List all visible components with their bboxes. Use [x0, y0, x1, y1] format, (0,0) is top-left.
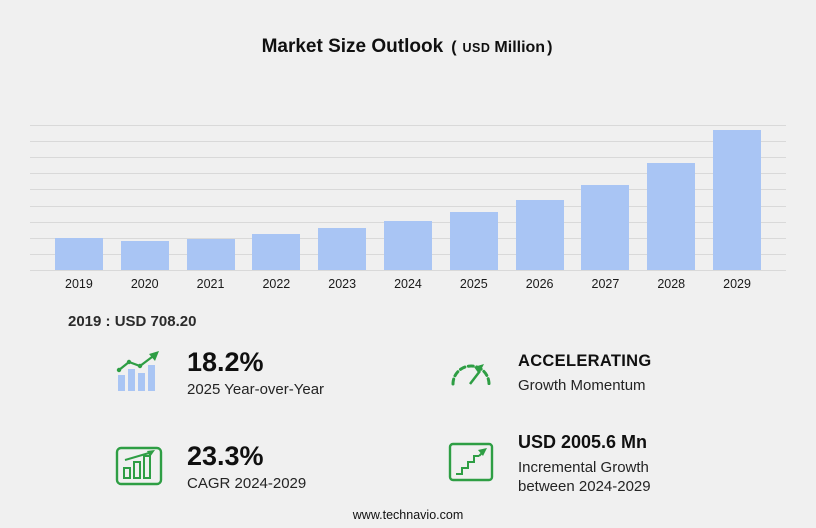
bar-2028 — [647, 163, 696, 270]
x-tick-2029: 2029 — [723, 277, 751, 291]
speedometer-icon — [448, 353, 494, 394]
x-tick-2020: 2020 — [130, 277, 159, 291]
bar-2019 — [54, 237, 103, 270]
x-axis-labels: 2019 2020 2021 2022 2023 2024 2025 2026 2027 2028… — [30, 277, 786, 291]
bar-series — [30, 125, 786, 270]
bar-2023 — [318, 227, 367, 270]
stat-momentum-text: ACCELERATING Growth Momentum — [518, 352, 651, 395]
gridline — [30, 157, 786, 159]
momentum-value: ACCELERATING — [518, 352, 652, 370]
chart-title-unit: ( USD Million) — [449, 39, 554, 56]
x-tick-2028: 2028 — [657, 277, 686, 291]
bar-slot-2020 — [112, 125, 178, 270]
yoy-label: 2025 Year-over-Year — [187, 381, 325, 399]
yoy-value: 18.2% — [187, 347, 264, 377]
chart-growth-icon — [115, 444, 163, 491]
unit-word: Million — [494, 39, 546, 56]
stat-cagr-text: 23.3% CAGR 2024-2029 — [187, 442, 306, 494]
momentum-label: Growth Momentum — [518, 376, 646, 394]
bar-chart-trend-icon — [115, 349, 163, 398]
x-tick-2023: 2023 — [328, 277, 357, 291]
x-tick-2026: 2026 — [525, 277, 554, 291]
bar-2020 — [120, 241, 169, 270]
bar-slot-2023 — [309, 125, 375, 270]
stat-cagr: 23.3% CAGR 2024-2029 — [115, 442, 306, 494]
x-tick-2021: 2021 — [196, 277, 225, 291]
stat-yoy-text: 18.2% 2025 Year-over-Year — [187, 348, 324, 400]
stat-yoy: 18.2% 2025 Year-over-Year — [115, 348, 324, 400]
bar-slot-2019 — [46, 125, 112, 270]
cagr-label: CAGR 2024-2029 — [187, 475, 307, 493]
x-tick-2024: 2024 — [394, 277, 422, 291]
bar-2025 — [449, 212, 498, 270]
x-tick-2025: 2025 — [459, 277, 488, 291]
bar-slot-2021 — [178, 125, 244, 270]
bar-2026 — [515, 200, 564, 270]
stat-momentum: ACCELERATING Growth Momentum — [448, 352, 651, 395]
gridline — [30, 141, 786, 143]
bar-2024 — [383, 220, 432, 270]
cagr-value: 23.3% — [187, 441, 264, 471]
stat-incremental-text: USD 2005.6 Mn Incremental Growth between… — [518, 432, 693, 497]
x-tick-2022: 2022 — [262, 277, 291, 291]
stat-incremental: USD 2005.6 Mn Incremental Growth between… — [448, 432, 693, 497]
gridline — [30, 270, 786, 271]
bar-2022 — [252, 233, 301, 270]
bar-2027 — [581, 184, 630, 270]
bar-slot-2026 — [507, 125, 573, 270]
bar-slot-2027 — [573, 125, 639, 270]
bar-2029 — [713, 130, 762, 270]
step-arrow-icon — [448, 442, 494, 487]
bar-slot-2029 — [704, 125, 770, 270]
incremental-label: Incremental Growth between 2024-2029 — [518, 458, 651, 496]
gridline — [30, 205, 786, 207]
unit-open-paren: ( — [451, 39, 457, 56]
bar-chart — [30, 125, 786, 271]
bar-slot-2025 — [441, 125, 507, 270]
bar-slot-2022 — [243, 125, 309, 270]
unit-currency: USD — [462, 41, 491, 55]
unit-close-paren: ) — [547, 39, 553, 56]
gridline — [30, 173, 786, 175]
bar-2021 — [186, 238, 235, 270]
gridline — [30, 125, 786, 126]
base-year-note: 2019 : USD 708.20 — [68, 313, 197, 330]
x-tick-2027: 2027 — [591, 277, 620, 291]
bar-slot-2028 — [638, 125, 704, 270]
chart-title-main: Market Size Outlook — [261, 36, 444, 57]
incremental-value: USD 2005.6 Mn — [518, 432, 648, 452]
gridline — [30, 189, 786, 191]
x-tick-2019: 2019 — [65, 277, 93, 291]
bar-slot-2024 — [375, 125, 441, 270]
chart-title: Market Size Outlook ( USD Million) — [0, 36, 816, 58]
website-url: www.technavio.com — [352, 508, 464, 522]
